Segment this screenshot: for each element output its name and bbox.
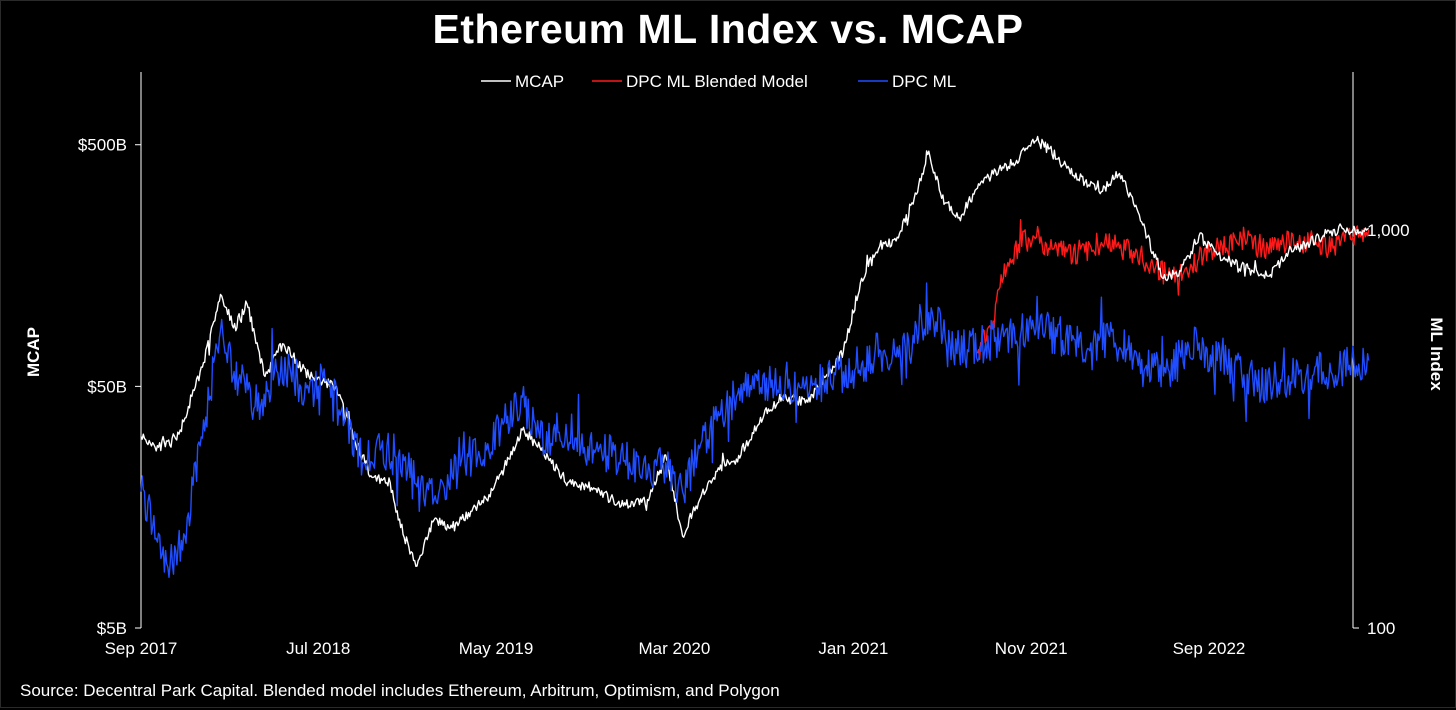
x-tick-label: May 2019 <box>459 639 534 658</box>
y-right-tick-label: 100 <box>1367 619 1395 638</box>
x-tick-label: Sep 2022 <box>1173 639 1246 658</box>
legend: MCAP DPC ML Blended Model DPC ML <box>481 72 956 91</box>
x-tick-label: Mar 2020 <box>639 639 711 658</box>
source-note: Source: Decentral Park Capital. Blended … <box>20 681 780 700</box>
x-tick-label: Jul 2018 <box>286 639 350 658</box>
y-axis-left-title: MCAP <box>24 326 43 378</box>
y-left-tick-label: $50B <box>87 377 127 396</box>
series-line-dpc-ml <box>140 282 1370 578</box>
y-axis-right-title: ML Index <box>1427 317 1446 391</box>
series-line-dpc-ml-blended-model <box>976 219 1370 360</box>
y-right-tick-label: 1,000 <box>1367 221 1410 240</box>
legend-label: MCAP <box>515 72 564 91</box>
legend-label: DPC ML Blended Model <box>626 72 808 91</box>
chart-title: Ethereum ML Index vs. MCAP <box>432 6 1024 52</box>
axes-group: $5B $50B $500B 100 1,000 Sep 2017 Jul 2018 May … <box>78 72 1410 658</box>
series-group <box>140 135 1370 578</box>
x-tick-label: Nov 2021 <box>995 639 1068 658</box>
legend-label: DPC ML <box>892 72 956 91</box>
y-left-tick-label: $500B <box>78 136 127 155</box>
x-tick-label: Jan 2021 <box>818 639 888 658</box>
x-tick-label: Sep 2017 <box>105 639 178 658</box>
y-left-tick-label: $5B <box>97 619 127 638</box>
